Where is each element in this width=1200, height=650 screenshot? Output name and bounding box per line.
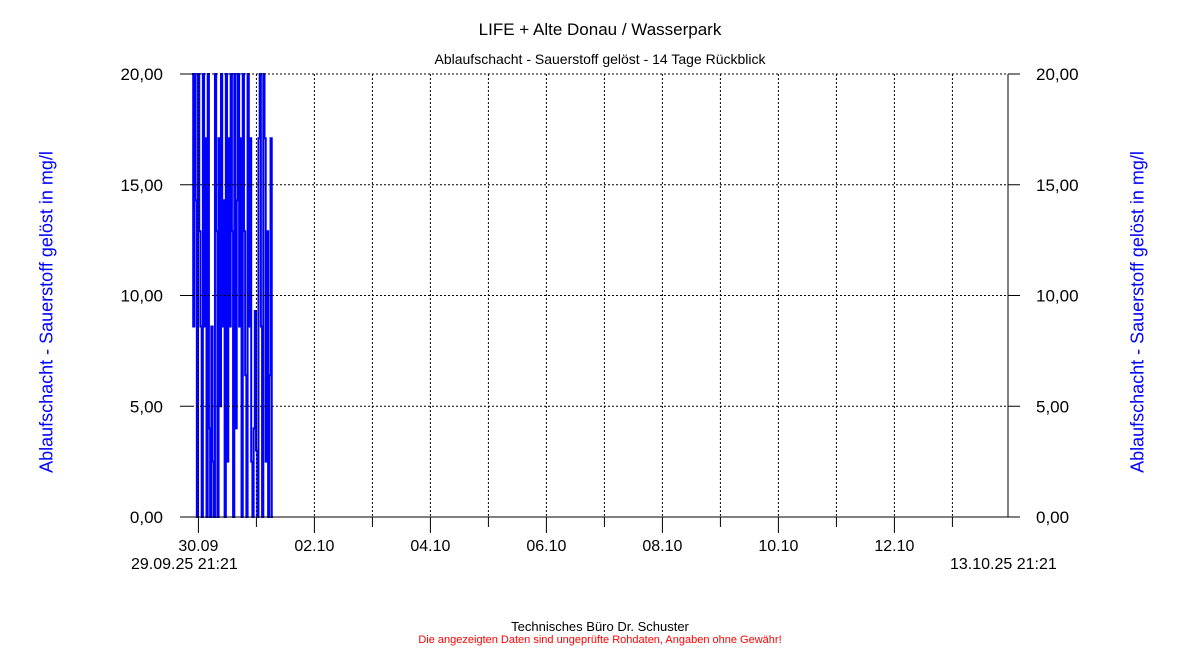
y-tick-label-left: 15,00 [120, 176, 163, 195]
x-tick-label: 04.10 [410, 538, 450, 555]
x-tick-label: 08.10 [642, 538, 682, 555]
x-tick-label: 30.09 [178, 538, 218, 555]
y-axis-label-left: Ablaufschacht - Sauerstoff gelöst in mg/… [36, 151, 57, 473]
footer-disclaimer: Die angezeigten Daten sind ungeprüfte Ro… [418, 634, 782, 646]
y-tick-label-right: 5,00 [1036, 397, 1069, 416]
chart-title: LIFE + Alte Donau / Wasserpark [478, 20, 722, 39]
y-tick-label-left: 5,00 [130, 397, 163, 416]
x-start-label: 29.09.25 21:21 [131, 556, 238, 573]
y-tick-label-right: 15,00 [1036, 176, 1079, 195]
y-tick-label-right: 20,00 [1036, 65, 1079, 84]
x-tick-label: 10.10 [758, 538, 798, 555]
x-tick-label: 06.10 [526, 538, 566, 555]
x-end-label: 13.10.25 21:21 [950, 556, 1057, 573]
y-axis-label-right: Ablaufschacht - Sauerstoff gelöst in mg/… [1127, 151, 1148, 473]
y-tick-label-left: 0,00 [130, 508, 163, 527]
x-tick-label: 12.10 [874, 538, 914, 555]
data-series-line [192, 73, 273, 518]
x-tick-label: 02.10 [294, 538, 334, 555]
y-tick-label-right: 0,00 [1036, 508, 1069, 527]
chart-subtitle: Ablaufschacht - Sauerstoff gelöst - 14 T… [434, 51, 766, 67]
y-tick-label-right: 10,00 [1036, 287, 1079, 306]
footer-company: Technisches Büro Dr. Schuster [511, 619, 689, 634]
y-tick-label-left: 20,00 [120, 65, 163, 84]
y-tick-label-left: 10,00 [120, 287, 163, 306]
